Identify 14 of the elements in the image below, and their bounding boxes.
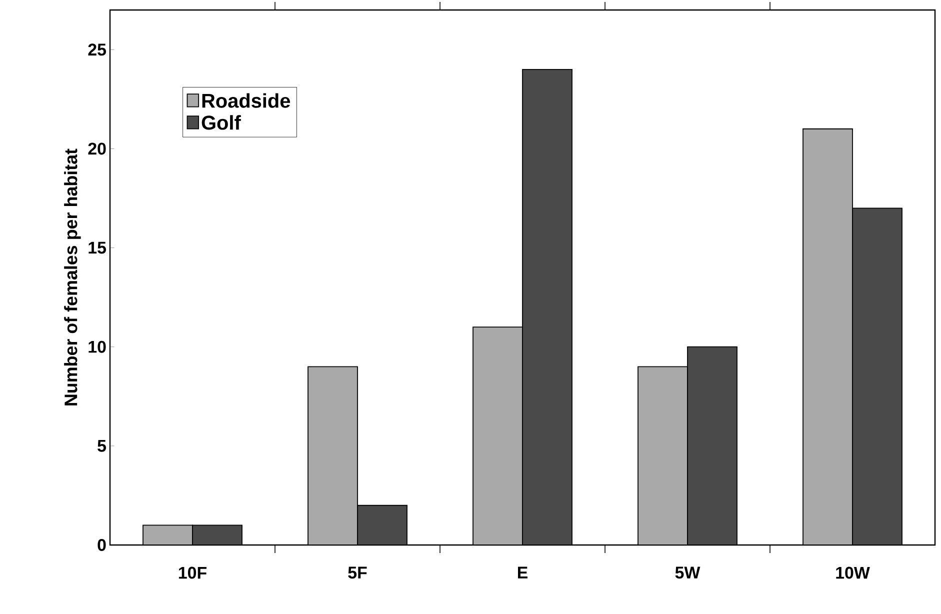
legend-label: Golf	[202, 115, 241, 130]
y-tick-label: 25	[88, 44, 106, 56]
y-tick-label: 10	[88, 340, 106, 353]
x-tick-label: 10F	[178, 566, 206, 579]
x-tick-label: 5F	[348, 566, 367, 579]
x-tick-label: E	[518, 566, 528, 578]
y-tick-label: 0	[98, 539, 106, 551]
y-axis-title: Number of females per habitat	[64, 148, 81, 406]
x-tick-label: 5W	[675, 566, 700, 579]
legend-label: Roadside	[202, 93, 290, 108]
x-tick-label: 10W	[836, 566, 870, 579]
y-tick-label: 15	[88, 242, 106, 254]
y-tick-label: 20	[88, 142, 106, 155]
y-tick-label: 5	[98, 440, 106, 452]
